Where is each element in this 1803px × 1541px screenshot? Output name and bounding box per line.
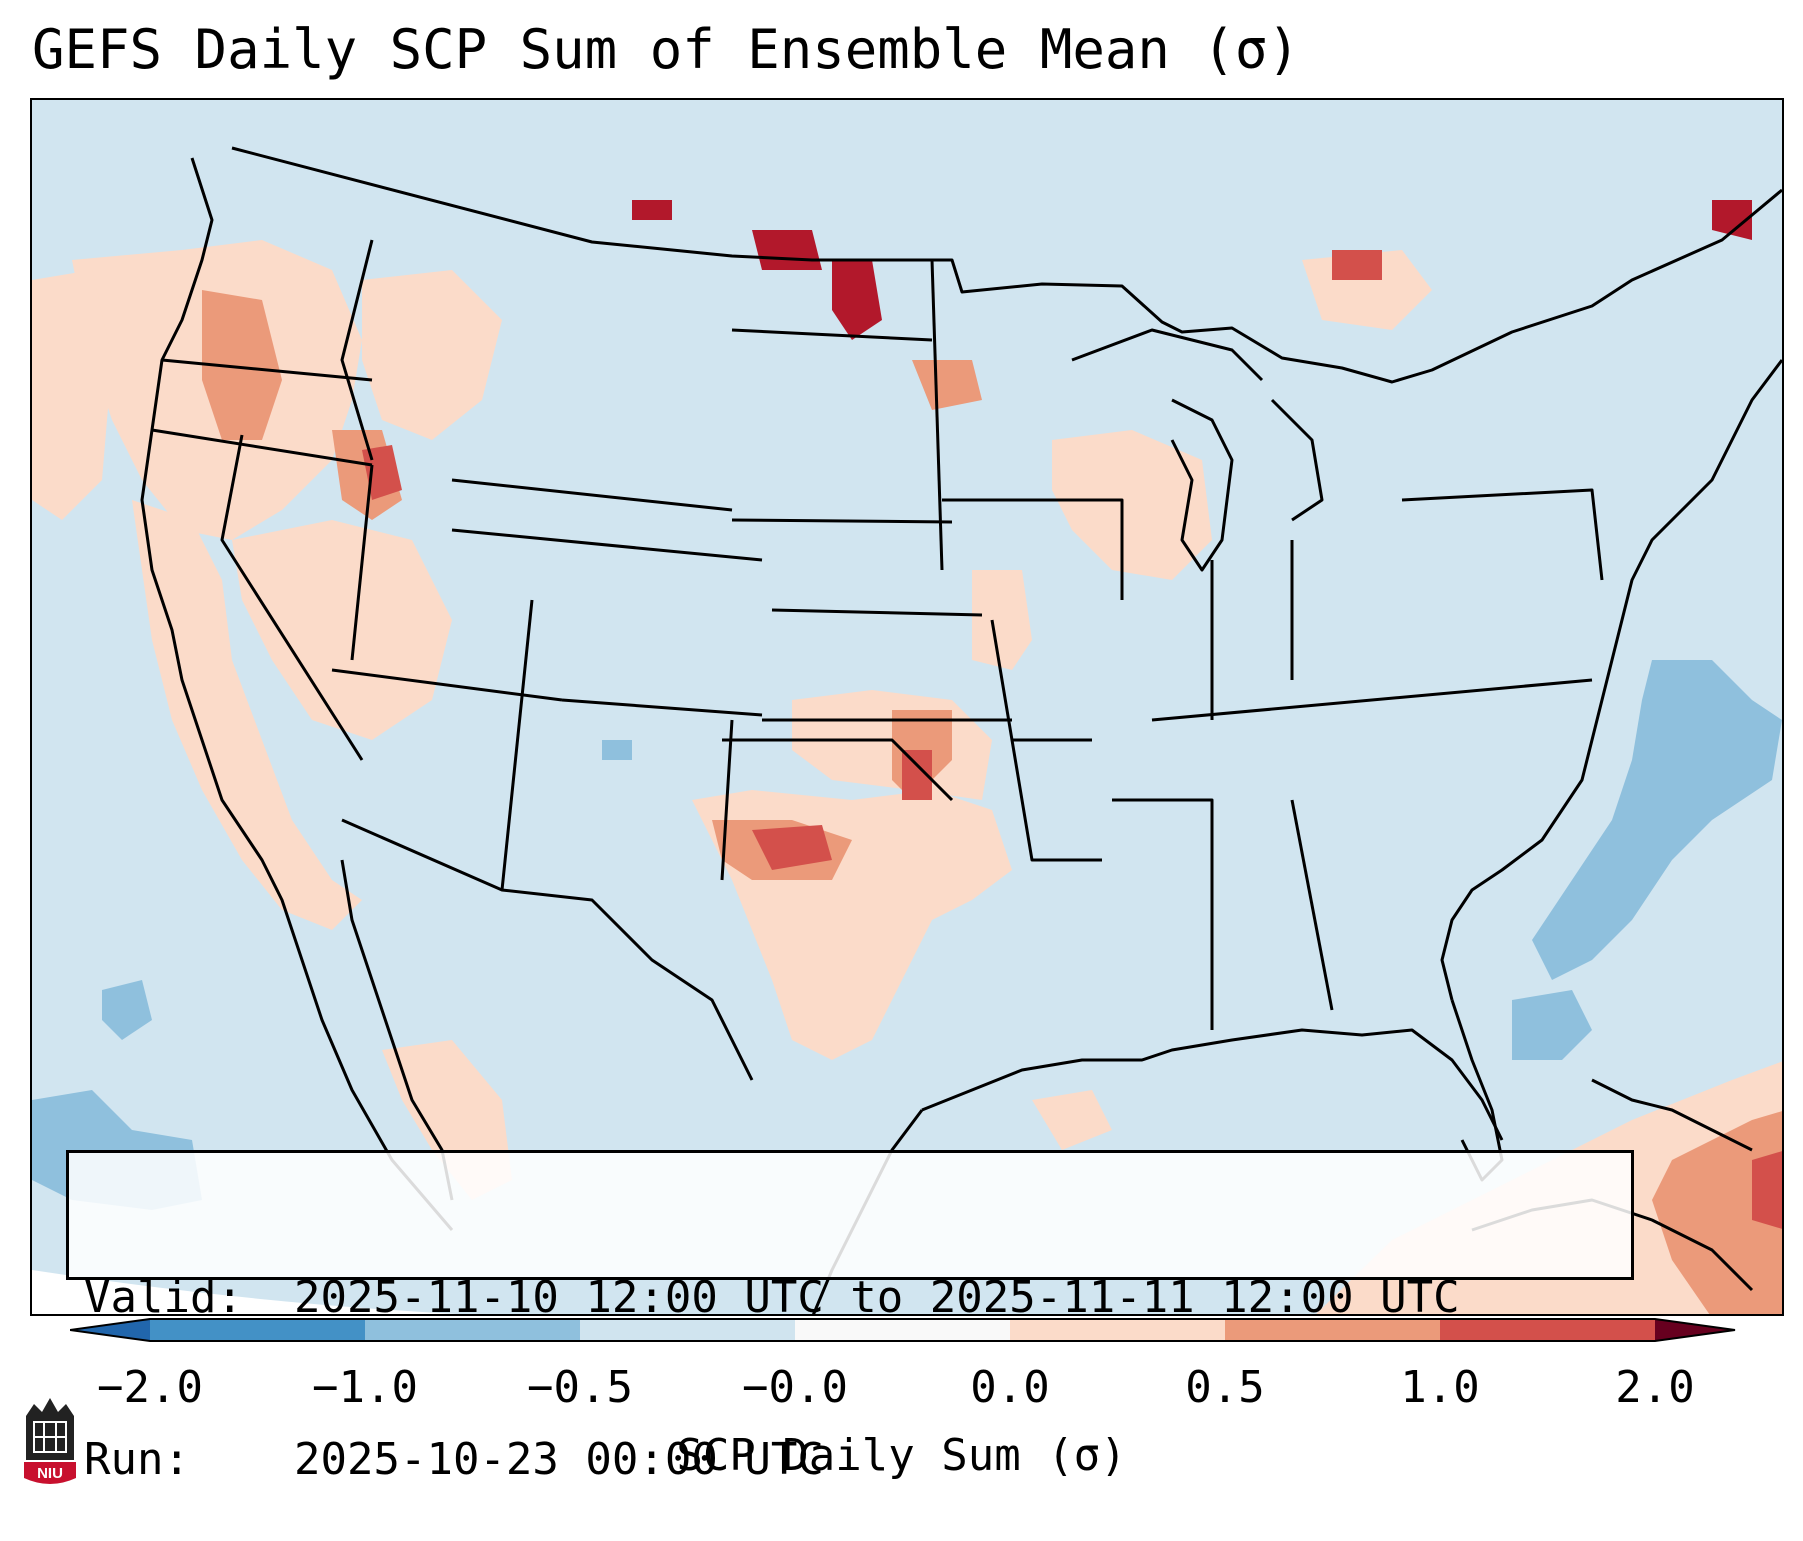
state-border-nm-tx <box>720 719 734 881</box>
chart-title: GEFS Daily SCP Sum of Ensemble Mean (σ) <box>32 18 1300 81</box>
anomaly-northern-rockies <box>362 270 502 440</box>
colorbar-over-arrow <box>1655 1319 1735 1341</box>
east-coast <box>1440 359 1782 1001</box>
colorbar-segment-6 <box>1225 1319 1440 1341</box>
state-border-ca-nv <box>220 434 364 761</box>
map-svg <box>32 100 1782 1314</box>
anomaly-north-dakota <box>912 360 982 410</box>
anomaly-upper-midwest <box>1052 430 1212 580</box>
colorbar-segment-4 <box>795 1319 1010 1341</box>
run-value: 2025-10-23 00:00 UTC <box>294 1434 824 1485</box>
anomaly-caribbean-mid <box>1652 1111 1782 1314</box>
anomaly-colorado-spot <box>602 740 632 760</box>
anomaly-great-basin <box>232 520 452 740</box>
state-border-or-ca <box>151 428 373 467</box>
anomaly-oregon-coast <box>202 290 282 440</box>
colorbar-tick: −2.0 <box>97 1362 203 1413</box>
state-border-nv-ut <box>350 464 374 661</box>
anomaly-caribbean-max <box>1752 1151 1782 1229</box>
valid-row: Valid: 2025-11-10 12:00 UTC to 2025-11-11… <box>84 1271 1631 1325</box>
anomaly-oklahoma-max <box>752 825 832 870</box>
colorbar-tick: 1.0 <box>1400 1362 1480 1413</box>
state-border-tn-ky <box>1151 678 1593 722</box>
colorbar-tick: 0.0 <box>970 1362 1050 1413</box>
logo-banner <box>24 1462 76 1484</box>
anomaly-iowa <box>972 570 1032 670</box>
valid-value: 2025-11-10 12:00 UTC to 2025-11-11 12:00… <box>294 1272 1460 1323</box>
anomaly-atlantic-south <box>1512 990 1592 1060</box>
state-border-mn <box>930 259 944 571</box>
valid-label: Valid: <box>84 1272 243 1323</box>
colorbar-segment-3 <box>580 1319 795 1341</box>
colorbar-outline <box>70 1318 1736 1342</box>
anomaly-alberta <box>632 200 672 220</box>
colorbar-tick: 2.0 <box>1615 1362 1695 1413</box>
colorbar-segment-2 <box>365 1319 580 1341</box>
state-border-co-nm <box>561 698 763 717</box>
boundaries <box>140 146 1782 1314</box>
great-lakes-huron <box>1270 398 1324 522</box>
great-lakes-michigan <box>1170 398 1234 572</box>
colorbar-tick: −1.0 <box>312 1362 418 1413</box>
anomaly-gulf-spot <box>1032 1090 1112 1150</box>
anomaly-manitoba <box>752 230 822 270</box>
mexico-border <box>341 818 754 1081</box>
anomaly-california-coast <box>132 500 362 930</box>
state-border-id-mt <box>340 239 374 461</box>
colorbar <box>70 1318 1736 1342</box>
anomaly-pacific-offshore <box>32 270 112 520</box>
map-panel <box>30 98 1784 1316</box>
colorbar-tick: 0.5 <box>1185 1362 1265 1413</box>
state-border-mt-wy <box>451 478 733 512</box>
colorbar-segment-5 <box>1010 1319 1225 1341</box>
valid-run-box: Valid: 2025-11-10 12:00 UTC to 2025-11-11… <box>66 1150 1634 1485</box>
state-border-tx-ok <box>722 738 954 802</box>
state-border-pa <box>1401 488 1604 581</box>
off-projection-area <box>32 1270 458 1314</box>
great-lakes-superior <box>1071 328 1264 382</box>
state-border-sd-ne <box>731 518 953 524</box>
state-border-wa-or <box>161 358 373 382</box>
bahamas <box>1591 1078 1753 1152</box>
state-border-nd-sd <box>731 328 933 342</box>
run-row: Run: 2025-10-23 00:00 UTC <box>84 1433 1631 1487</box>
state-border-ia <box>942 498 1124 600</box>
state-border-ms-al <box>1112 798 1214 1030</box>
anomaly-ontario <box>1712 200 1752 240</box>
colorbar-tick: −0.0 <box>742 1362 848 1413</box>
colorbar-segment-7 <box>1440 1319 1655 1341</box>
west-coast <box>140 157 454 1231</box>
state-border-ne-ks <box>771 608 983 617</box>
logo-text: NIU <box>37 1465 63 1482</box>
gulf-coast <box>921 1028 1504 1141</box>
colorbar-segment-1 <box>150 1319 365 1341</box>
colorbar-label: SCP Daily Sum (σ) <box>676 1430 1127 1481</box>
colorbar-tick: −0.5 <box>527 1362 633 1413</box>
state-border-az-nm <box>500 599 534 891</box>
anomaly-atlantic-east <box>1532 660 1782 980</box>
anomaly-quebec-max <box>1332 250 1382 280</box>
state-border-ar-la <box>1010 739 1102 862</box>
state-border-ga <box>1290 799 1334 1011</box>
run-label: Run: <box>84 1434 190 1485</box>
logo-tower <box>26 1398 74 1460</box>
state-border-wy-co <box>451 528 763 562</box>
us-canada-border <box>231 146 1782 384</box>
anomaly-kansas-max <box>902 750 932 800</box>
anomaly-saskatchewan <box>832 260 882 340</box>
niu-logo: NIU <box>24 1398 76 1484</box>
colorbar-under-arrow <box>70 1319 150 1341</box>
anomaly-pacific-south <box>102 980 152 1040</box>
